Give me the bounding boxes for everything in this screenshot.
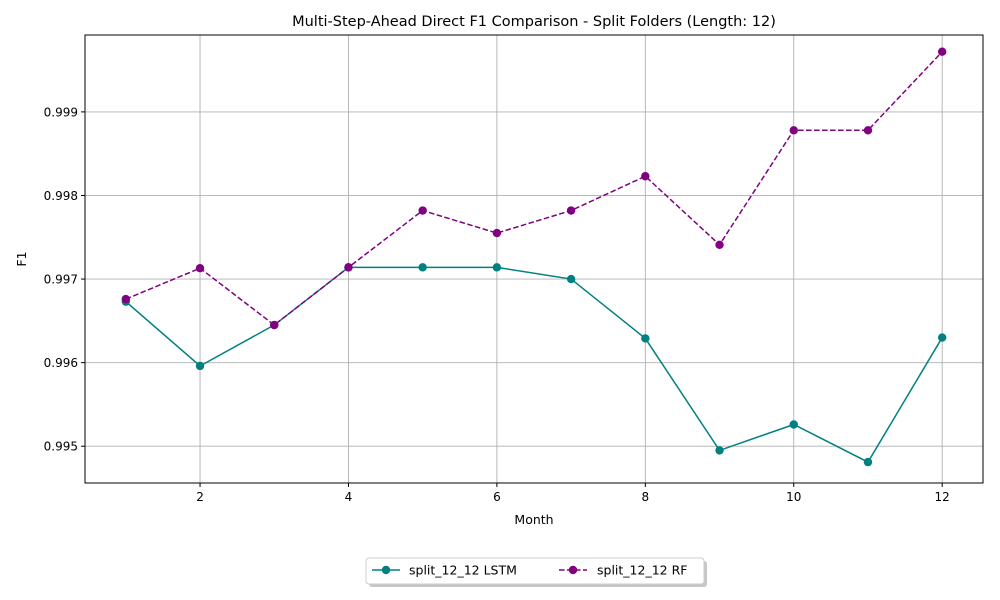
x-tick-label: 8 (642, 490, 650, 504)
data-point-lstm (195, 361, 205, 371)
x-tick-label: 10 (786, 490, 801, 504)
data-point-rf (715, 240, 724, 249)
legend-lstm-label: split_12_12 LSTM (409, 563, 517, 578)
data-point-lstm (937, 333, 947, 342)
data-point-lstm (492, 263, 502, 272)
data-point-rf (566, 206, 576, 215)
y-tick-label: 0.996 (44, 356, 78, 370)
x-tick-label: 4 (345, 490, 353, 504)
legend-box (365, 557, 705, 585)
data-point-lstm (418, 263, 427, 272)
axis-ticks: 2 4 6 8 10 12 0.995 0.996 0.997 0.998 0.999 (44, 105, 950, 504)
data-point-rf (121, 294, 131, 304)
data-point-lstm (715, 446, 724, 455)
data-point-rf (492, 228, 502, 238)
series-layer (121, 47, 947, 467)
data-point-lstm (863, 457, 873, 467)
x-tick-label: 12 (935, 490, 950, 504)
data-point-lstm (566, 274, 576, 284)
data-point-rf (789, 126, 798, 135)
legend-lstm-marker (381, 565, 391, 575)
plot-frame (84, 34, 984, 484)
x-axis-label: Month (514, 512, 553, 527)
data-point-rf (344, 263, 353, 272)
series-line-lstm (125, 266, 943, 464)
data-point-rf (937, 47, 947, 56)
data-point-rf (641, 172, 650, 181)
data-point-rf (195, 263, 205, 273)
data-point-rf (863, 126, 873, 135)
data-point-rf (270, 320, 279, 330)
x-tick-label: 2 (196, 490, 204, 504)
y-tick-label: 0.999 (44, 105, 78, 119)
y-axis-label: F1 (14, 251, 29, 266)
data-point-rf (418, 206, 427, 215)
grid (85, 35, 983, 483)
x-tick-label: 6 (493, 490, 501, 504)
series-line-rf (125, 51, 943, 326)
data-point-lstm (789, 420, 798, 429)
data-point-lstm (641, 334, 650, 343)
legend-rf-label: split_12_12 RF (597, 563, 687, 578)
legend-rf-marker (568, 565, 578, 575)
legend: split_12_12 LSTM split_12_12 RF (365, 557, 707, 587)
y-tick-label: 0.995 (44, 440, 78, 454)
y-tick-label: 0.997 (44, 273, 78, 287)
y-tick-label: 0.998 (44, 189, 78, 203)
chart-title: Multi-Step-Ahead Direct F1 Comparison - … (292, 14, 776, 30)
